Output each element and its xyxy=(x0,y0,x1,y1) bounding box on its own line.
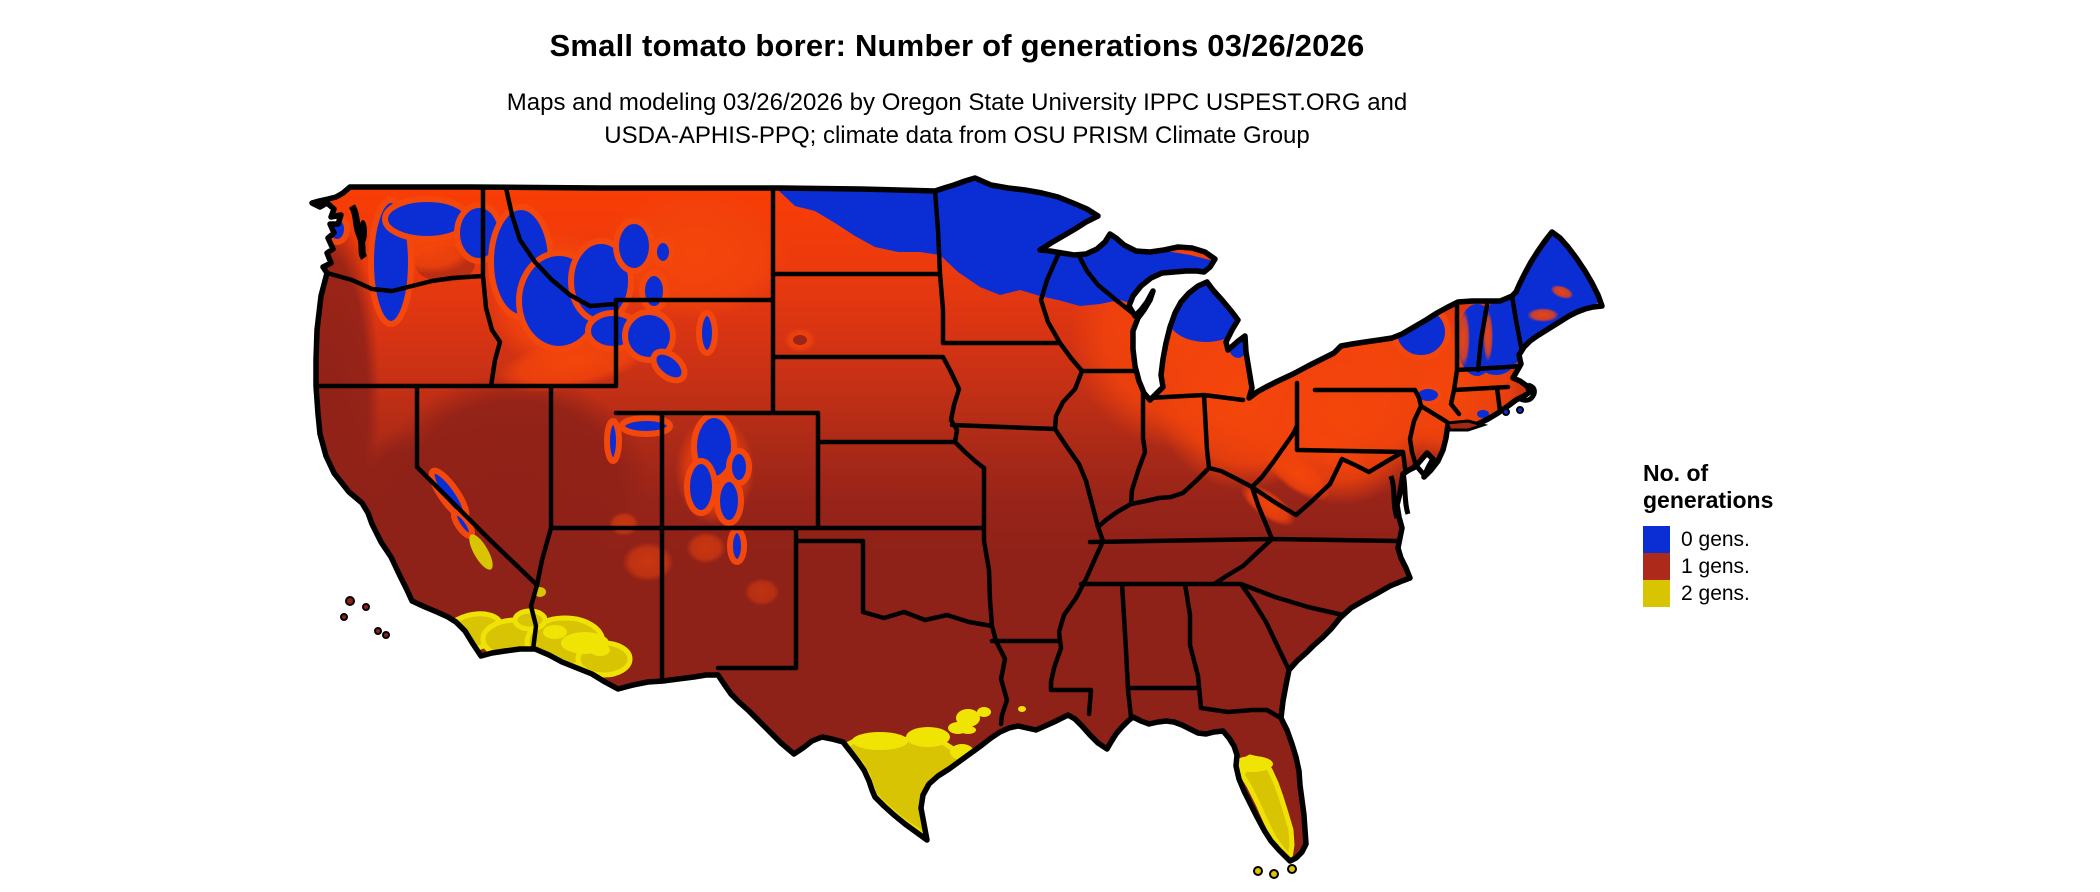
zero-gen-mountain-regions xyxy=(324,196,752,565)
legend-title: No. of generations xyxy=(1643,460,1883,514)
legend: No. of generations 0 gens. 1 gens. 2 gen… xyxy=(1643,460,1883,607)
legend-items: 0 gens. 1 gens. 2 gens. xyxy=(1643,526,1883,607)
nantucket-islands xyxy=(1502,406,1524,416)
legend-label-0-gens: 0 gens. xyxy=(1681,527,1750,551)
legend-item-2-gens: 2 gens. xyxy=(1643,580,1883,607)
chesapeake-bay xyxy=(1388,461,1427,519)
florida-keys xyxy=(1253,864,1297,879)
legend-swatch-2-gens xyxy=(1643,580,1670,607)
map-title: Small tomato borer: Number of generation… xyxy=(549,28,1365,63)
state-borders xyxy=(313,184,1527,727)
legend-label-1-gens: 1 gens. xyxy=(1681,554,1750,578)
coastal-details xyxy=(340,204,1537,879)
legend-item-0-gens: 0 gens. xyxy=(1643,526,1883,553)
cape-cod-hook xyxy=(1516,382,1537,403)
legend-title-line-1: No. of xyxy=(1643,460,1709,486)
legend-item-1-gens: 1 gens. xyxy=(1643,553,1883,580)
channel-islands xyxy=(340,596,390,639)
subtitle-line-1: Maps and modeling 03/26/2026 by Oregon S… xyxy=(506,89,1408,116)
legend-swatch-1-gens xyxy=(1643,553,1670,580)
long-island xyxy=(1444,419,1489,432)
legend-title-line-2: generations xyxy=(1643,487,1774,513)
legend-label-2-gens: 2 gens. xyxy=(1681,581,1750,605)
subtitle-line-2: USDA-APHIS-PPQ; climate data from OSU PR… xyxy=(604,122,1310,149)
map-subtitle: Maps and modeling 03/26/2026 by Oregon S… xyxy=(0,86,1914,152)
legend-swatch-0-gens xyxy=(1643,526,1670,553)
